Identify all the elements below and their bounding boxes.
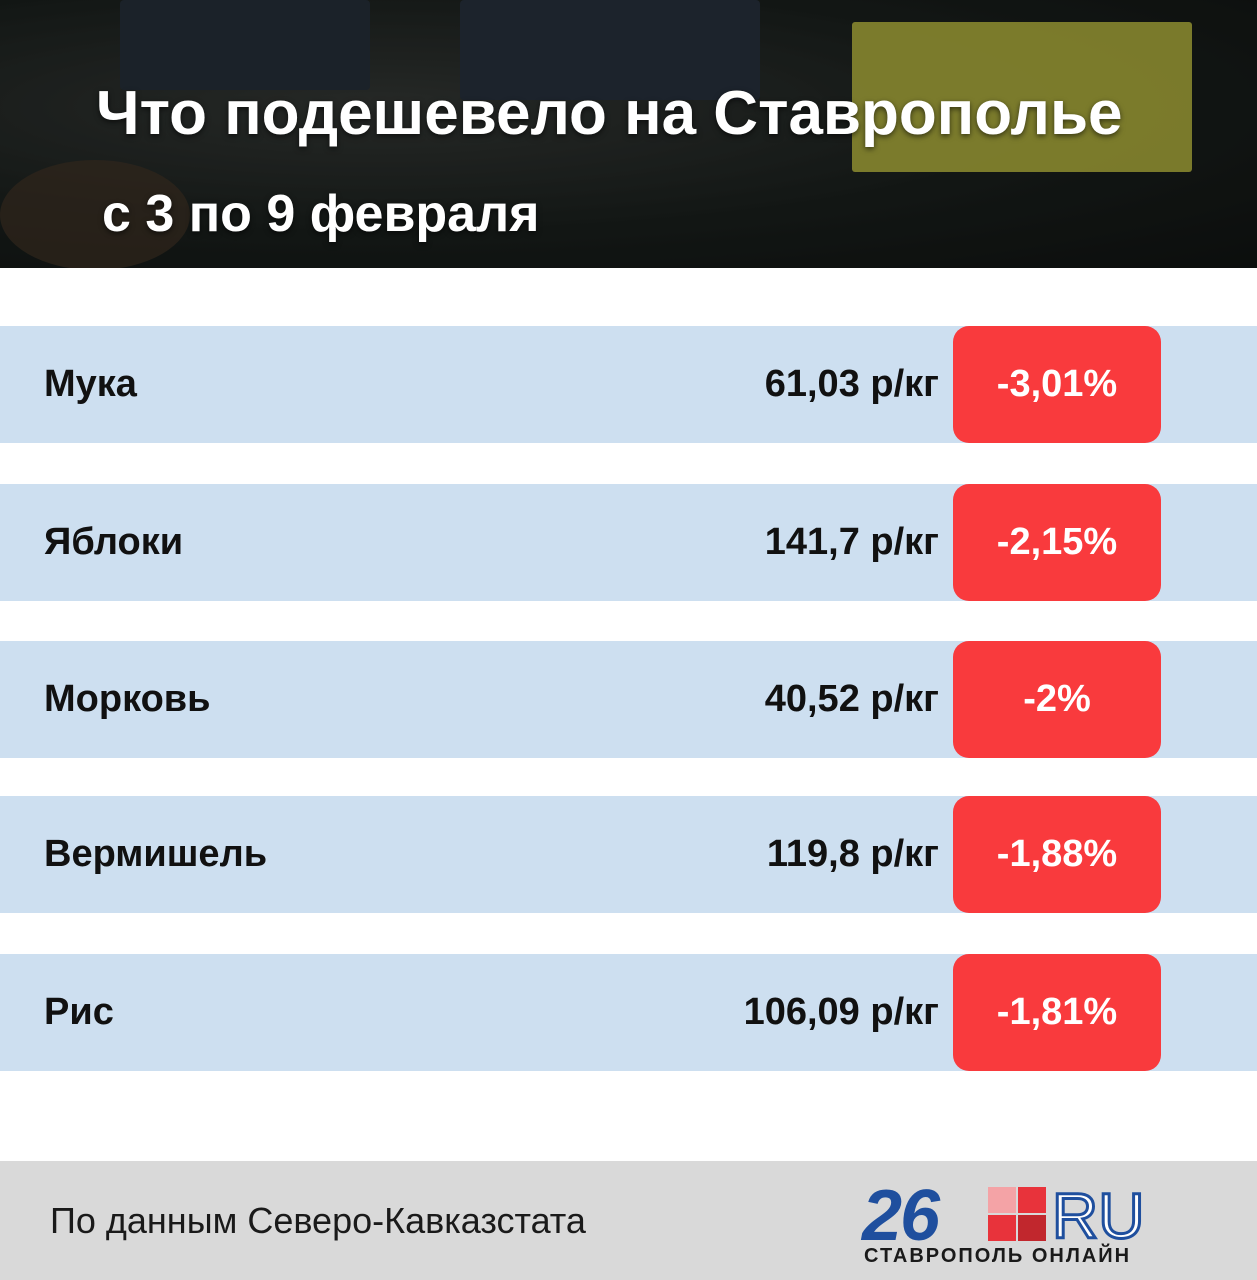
product-name: Яблоки bbox=[44, 521, 184, 563]
source-note: По данным Северо-Кавказстата bbox=[50, 1200, 586, 1241]
title: Что подешевело на Ставрополье bbox=[96, 79, 1123, 148]
price-tag-shape bbox=[120, 0, 370, 90]
logo-tagline: СТАВРОПОЛЬ ОНЛАЙН bbox=[864, 1245, 1132, 1267]
price: 40,52 р/кг bbox=[764, 678, 939, 720]
change-percent: -3,01% bbox=[996, 363, 1118, 405]
change-percent: -2% bbox=[1023, 678, 1091, 720]
price: 119,8 р/кг bbox=[766, 833, 939, 875]
product-name: Рис bbox=[44, 991, 114, 1033]
footer: По данным Северо-Кавказстата 26 RU СТАВР… bbox=[0, 1161, 1257, 1280]
change-badge: -1,88% bbox=[953, 796, 1161, 913]
table-row: Мука 61,03 р/кг -3,01% bbox=[0, 326, 1257, 443]
product-name: Вермишель bbox=[44, 833, 268, 875]
subtitle: с 3 по 9 февраля bbox=[102, 185, 540, 243]
logo-ru: RU bbox=[1050, 1179, 1145, 1254]
overlay bbox=[0, 0, 1257, 268]
table-row: Рис 106,09 р/кг -1,81% bbox=[0, 954, 1257, 1071]
change-badge: -2% bbox=[953, 641, 1161, 758]
product-name: Мука bbox=[44, 363, 137, 405]
table-row: Вермишель 119,8 р/кг -1,88% bbox=[0, 796, 1257, 913]
change-badge: -2,15% bbox=[953, 484, 1161, 601]
logo-number: 26 bbox=[862, 1176, 940, 1256]
header-photo: Что подешевело на Ставрополье с 3 по 9 ф… bbox=[0, 0, 1257, 268]
logo-squares bbox=[988, 1187, 1046, 1241]
change-percent: -1,88% bbox=[996, 833, 1118, 875]
change-percent: -1,81% bbox=[996, 991, 1118, 1033]
price: 141,7 р/кг bbox=[764, 521, 939, 563]
price-tag-shape bbox=[852, 22, 1192, 172]
table-row: Морковь 40,52 р/кг -2% bbox=[0, 641, 1257, 758]
table-row: Яблоки 141,7 р/кг -2,15% bbox=[0, 484, 1257, 601]
product-name: Морковь bbox=[44, 678, 211, 720]
price: 106,09 р/кг bbox=[743, 991, 939, 1033]
change-badge: -1,81% bbox=[953, 954, 1161, 1071]
price: 61,03 р/кг bbox=[764, 363, 939, 405]
change-percent: -2,15% bbox=[996, 521, 1118, 563]
logo: 26 RU СТАВРОПОЛЬ ОНЛАЙН bbox=[862, 1176, 1162, 1273]
potato-shape bbox=[0, 160, 190, 268]
price-tag-shape bbox=[460, 0, 760, 100]
change-badge: -3,01% bbox=[953, 326, 1161, 443]
